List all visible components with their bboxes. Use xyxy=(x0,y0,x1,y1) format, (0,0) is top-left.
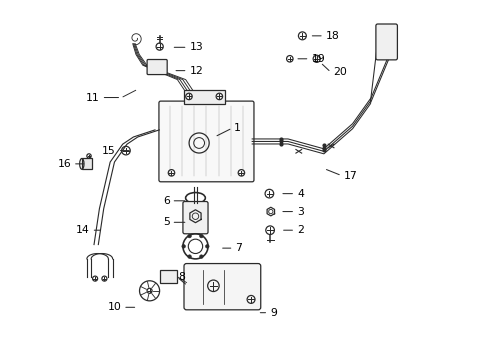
Circle shape xyxy=(188,255,192,258)
Text: 16: 16 xyxy=(57,159,71,169)
Text: 13: 13 xyxy=(190,42,203,52)
Text: 7: 7 xyxy=(235,243,242,253)
Circle shape xyxy=(199,234,203,238)
Circle shape xyxy=(199,255,203,258)
Text: 8: 8 xyxy=(179,272,186,282)
FancyBboxPatch shape xyxy=(147,59,167,75)
Text: 10: 10 xyxy=(107,302,122,312)
FancyBboxPatch shape xyxy=(183,202,208,234)
Bar xyxy=(184,90,225,104)
Text: 15: 15 xyxy=(102,145,116,156)
Text: 14: 14 xyxy=(76,225,90,235)
Text: 12: 12 xyxy=(190,66,203,76)
Text: 1: 1 xyxy=(234,123,241,133)
FancyBboxPatch shape xyxy=(184,264,261,310)
Text: 4: 4 xyxy=(297,189,304,199)
FancyBboxPatch shape xyxy=(159,101,254,182)
Text: 2: 2 xyxy=(297,225,304,235)
Text: 17: 17 xyxy=(343,171,357,181)
Text: 20: 20 xyxy=(333,67,347,77)
Text: 3: 3 xyxy=(297,207,304,217)
Text: 5: 5 xyxy=(163,217,170,227)
Text: 11: 11 xyxy=(86,93,100,103)
Circle shape xyxy=(188,234,192,238)
Text: 9: 9 xyxy=(270,308,277,318)
FancyBboxPatch shape xyxy=(376,24,397,60)
Bar xyxy=(82,158,92,169)
Text: 6: 6 xyxy=(163,196,170,206)
Text: 19: 19 xyxy=(311,54,325,64)
Circle shape xyxy=(182,244,185,248)
Bar xyxy=(160,270,177,283)
Circle shape xyxy=(205,244,209,248)
Text: 18: 18 xyxy=(326,31,340,41)
